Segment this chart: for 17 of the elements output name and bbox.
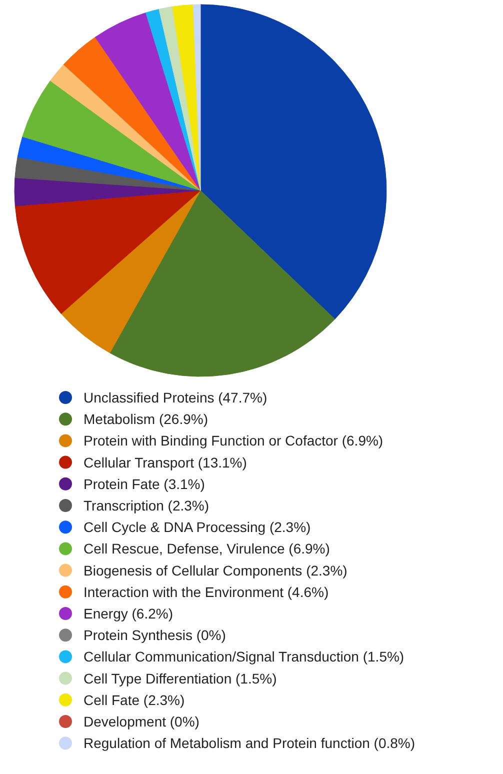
legend-label: Protein Fate (3.1%) xyxy=(84,476,205,492)
legend-label: Protein Synthesis (0%) xyxy=(84,627,226,644)
legend-label: Regulation of Metabolism and Protein function (0.8%) xyxy=(84,735,416,752)
legend-label: Interaction with the Environment (4.6%) xyxy=(84,584,329,600)
legend-label: Metabolism (26.9%) xyxy=(84,411,208,428)
legend-label: Protein with Binding Function or Cofactor (6.9%) xyxy=(84,432,384,449)
legend-label: Cell Fate (2.3%) xyxy=(84,692,185,708)
legend-label: Energy (6.2%) xyxy=(84,606,173,622)
legend-label: Biogenesis of Cellular Components (2.3%) xyxy=(84,562,348,578)
legend-label: Cell Rescue, Defense, Virulence (6.9%) xyxy=(84,540,330,557)
legend-label: Development (0%) xyxy=(84,714,200,730)
legend-label: Cellular Transport (13.1%) xyxy=(84,454,247,470)
legend-label: Cellular Communication/Signal Transduction (1.5%) xyxy=(84,648,404,665)
legend-label: Transcription (2.3%) xyxy=(84,498,210,514)
legend-label: Unclassified Proteins (47.7%) xyxy=(84,390,268,406)
legend-label: Cell Cycle & DNA Processing (2.3%) xyxy=(84,519,311,536)
legend-label: Cell Type Differentiation (1.5%) xyxy=(84,670,277,686)
